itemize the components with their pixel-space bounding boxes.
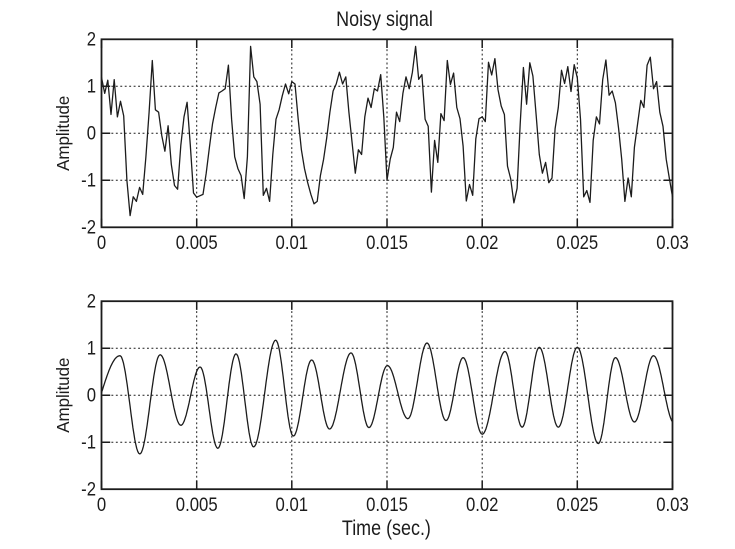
svg-text:-1: -1: [81, 170, 96, 191]
svg-text:0: 0: [97, 494, 106, 515]
svg-text:2: 2: [87, 291, 96, 312]
svg-text:0.01: 0.01: [276, 232, 309, 253]
svg-text:0: 0: [87, 123, 96, 144]
svg-text:0.01: 0.01: [276, 494, 309, 515]
svg-text:1: 1: [87, 338, 96, 359]
svg-text:0: 0: [87, 385, 96, 406]
svg-text:0.03: 0.03: [656, 494, 689, 515]
svg-text:0.02: 0.02: [466, 494, 499, 515]
svg-text:0.015: 0.015: [366, 232, 408, 253]
svg-text:1: 1: [87, 76, 96, 97]
svg-text:-2: -2: [81, 479, 96, 500]
svg-text:0.015: 0.015: [366, 494, 408, 515]
svg-text:-2: -2: [81, 217, 96, 238]
svg-text:0.025: 0.025: [556, 494, 598, 515]
svg-text:0.03: 0.03: [656, 232, 689, 253]
svg-text:Noisy signal: Noisy signal: [336, 8, 433, 32]
svg-text:0.005: 0.005: [176, 494, 218, 515]
svg-text:2: 2: [87, 29, 96, 50]
svg-text:-1: -1: [81, 432, 96, 453]
svg-text:0.005: 0.005: [176, 232, 218, 253]
svg-text:0.025: 0.025: [556, 232, 598, 253]
svg-text:Amplitude: Amplitude: [53, 358, 74, 433]
svg-text:Amplitude: Amplitude: [53, 96, 74, 171]
svg-text:0.02: 0.02: [466, 232, 499, 253]
svg-text:0: 0: [97, 232, 106, 253]
svg-text:Time (sec.): Time (sec.): [342, 517, 431, 541]
